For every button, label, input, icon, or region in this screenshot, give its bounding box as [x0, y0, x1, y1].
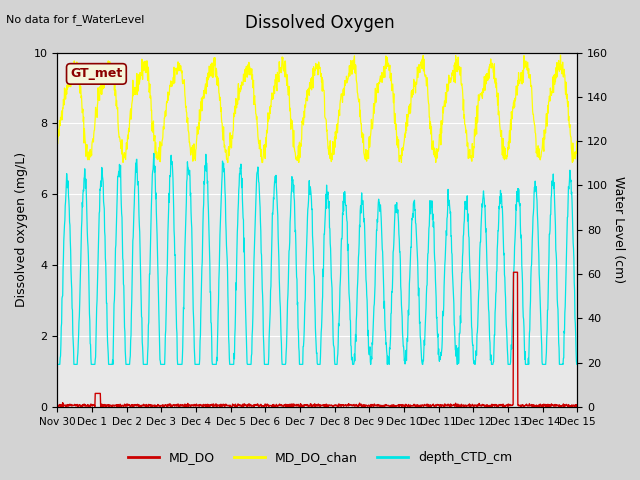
Text: Dissolved Oxygen: Dissolved Oxygen — [245, 14, 395, 33]
Text: No data for f_WaterLevel: No data for f_WaterLevel — [6, 14, 145, 25]
Y-axis label: Dissolved oxygen (mg/L): Dissolved oxygen (mg/L) — [15, 152, 28, 307]
Text: GT_met: GT_met — [70, 67, 122, 80]
Y-axis label: Water Level (cm): Water Level (cm) — [612, 176, 625, 283]
Legend: MD_DO, MD_DO_chan, depth_CTD_cm: MD_DO, MD_DO_chan, depth_CTD_cm — [123, 446, 517, 469]
